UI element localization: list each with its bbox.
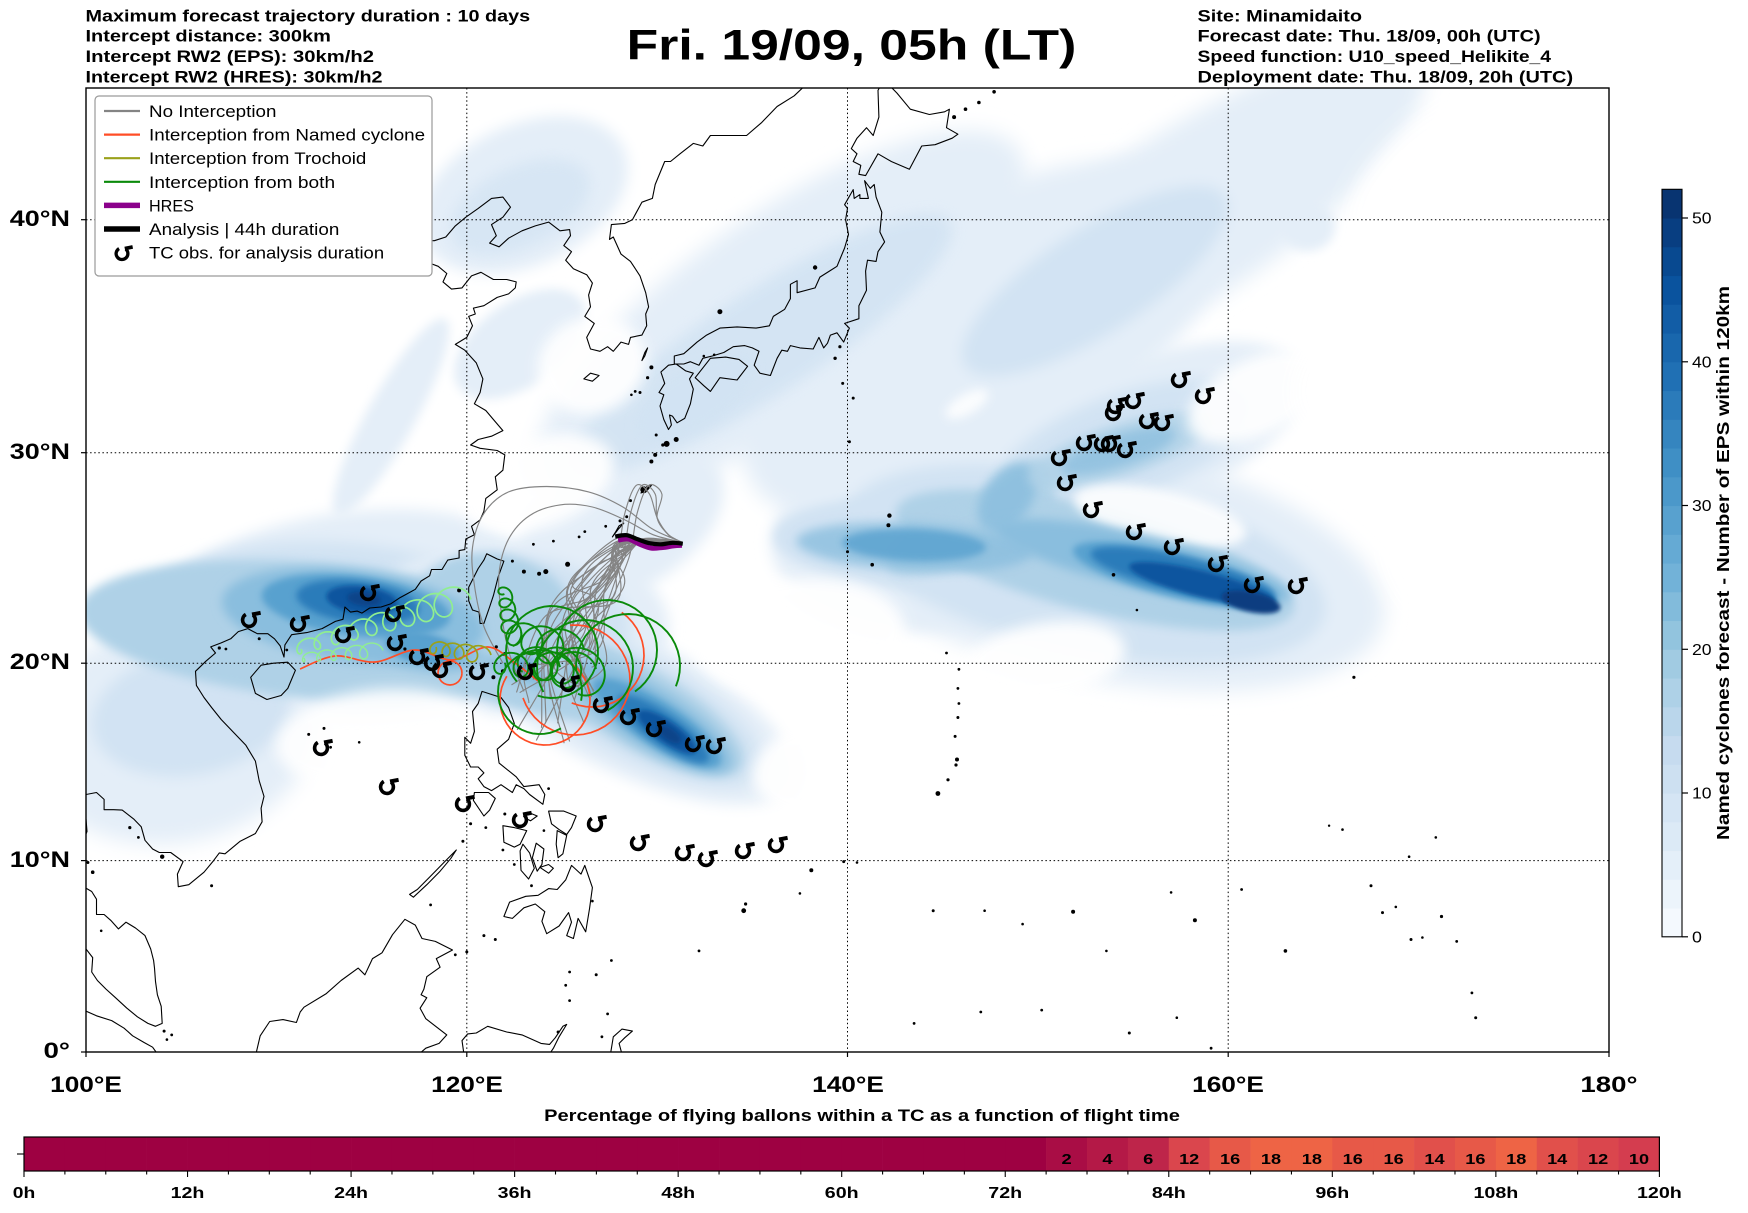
svg-text:100°E: 100°E xyxy=(50,1072,122,1097)
svg-text:Intercept distance: 300km: Intercept distance: 300km xyxy=(86,28,331,46)
svg-text:0: 0 xyxy=(1692,929,1702,946)
svg-text:Site: Minamidaito: Site: Minamidaito xyxy=(1198,7,1363,25)
svg-text:18: 18 xyxy=(1302,1152,1322,1168)
svg-text:140°E: 140°E xyxy=(812,1072,884,1097)
svg-text:14: 14 xyxy=(1547,1152,1567,1168)
svg-text:6: 6 xyxy=(1143,1152,1153,1168)
svg-text:60h: 60h xyxy=(825,1185,859,1202)
svg-text:Maximum forecast trajectory du: Maximum forecast trajectory duration : 1… xyxy=(86,7,531,25)
svg-text:12: 12 xyxy=(1588,1152,1608,1168)
svg-text:20: 20 xyxy=(1692,642,1712,659)
svg-text:10: 10 xyxy=(1692,786,1712,803)
svg-text:2: 2 xyxy=(1062,1152,1072,1168)
svg-text:No Interception: No Interception xyxy=(149,103,276,121)
svg-text:16: 16 xyxy=(1465,1152,1485,1168)
svg-text:Deployment date: Thu. 18/09, 2: Deployment date: Thu. 18/09, 20h (UTC) xyxy=(1198,69,1574,87)
svg-text:TC obs. for analysis duration: TC obs. for analysis duration xyxy=(149,245,384,263)
svg-text:30: 30 xyxy=(1692,498,1712,515)
svg-text:Interception from Named cyclon: Interception from Named cyclone xyxy=(149,127,425,145)
svg-text:14: 14 xyxy=(1424,1152,1444,1168)
svg-text:12h: 12h xyxy=(171,1185,205,1202)
svg-text:40°N: 40°N xyxy=(10,206,70,231)
svg-text:0°: 0° xyxy=(44,1038,71,1063)
svg-text:50: 50 xyxy=(1692,211,1712,228)
svg-text:Interception from Trochoid: Interception from Trochoid xyxy=(149,150,366,168)
svg-text:16: 16 xyxy=(1384,1152,1404,1168)
svg-text:160°E: 160°E xyxy=(1192,1072,1264,1097)
svg-text:108h: 108h xyxy=(1474,1185,1519,1202)
svg-text:12: 12 xyxy=(1179,1152,1199,1168)
svg-text:36h: 36h xyxy=(498,1185,532,1202)
svg-text:Forecast date: Thu. 18/09, 00h: Forecast date: Thu. 18/09, 00h (UTC) xyxy=(1198,28,1541,46)
svg-text:10°N: 10°N xyxy=(10,847,70,872)
svg-text:Percentage of flying ballons w: Percentage of flying ballons within a TC… xyxy=(544,1106,1180,1125)
svg-text:180°: 180° xyxy=(1580,1072,1637,1097)
svg-text:18: 18 xyxy=(1261,1152,1281,1168)
svg-text:48h: 48h xyxy=(661,1185,695,1202)
svg-text:0h: 0h xyxy=(13,1185,36,1202)
svg-text:20°N: 20°N xyxy=(10,649,70,674)
svg-text:16: 16 xyxy=(1220,1152,1240,1168)
svg-text:4: 4 xyxy=(1102,1152,1112,1168)
svg-text:Interception from both: Interception from both xyxy=(149,174,335,192)
svg-text:24h: 24h xyxy=(334,1185,368,1202)
svg-text:Speed function: U10_speed_Heli: Speed function: U10_speed_Helikite_4 xyxy=(1198,48,1552,66)
svg-text:Intercept RW2 (EPS): 30km/h2: Intercept RW2 (EPS): 30km/h2 xyxy=(86,48,375,66)
svg-text:120°E: 120°E xyxy=(431,1072,503,1097)
svg-text:120h: 120h xyxy=(1637,1185,1682,1202)
svg-text:Intercept RW2 (HRES): 30km/h2: Intercept RW2 (HRES): 30km/h2 xyxy=(86,69,383,87)
svg-text:30°N: 30°N xyxy=(10,439,70,464)
svg-text:18: 18 xyxy=(1506,1152,1526,1168)
svg-text:Named cyclones forecast - Numb: Named cyclones forecast - Number of EPS … xyxy=(1713,286,1733,840)
svg-text:10: 10 xyxy=(1629,1152,1649,1168)
svg-text:16: 16 xyxy=(1343,1152,1363,1168)
svg-text:HRES: HRES xyxy=(149,197,194,215)
svg-text:40: 40 xyxy=(1692,354,1712,371)
svg-text:72h: 72h xyxy=(988,1185,1022,1202)
svg-text:Analysis | 44h duration: Analysis | 44h duration xyxy=(149,221,339,239)
svg-text:Fri. 19/09, 05h (LT): Fri. 19/09, 05h (LT) xyxy=(627,23,1077,70)
svg-text:84h: 84h xyxy=(1152,1185,1186,1202)
svg-text:96h: 96h xyxy=(1315,1185,1349,1202)
